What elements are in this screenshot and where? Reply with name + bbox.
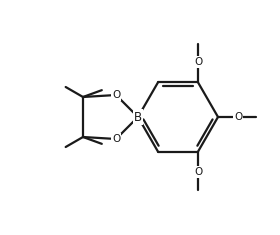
Text: B: B [134,110,142,124]
Text: O: O [234,112,242,122]
Text: O: O [194,57,202,67]
Text: O: O [112,134,120,144]
Text: O: O [112,90,120,100]
Text: O: O [194,167,202,177]
